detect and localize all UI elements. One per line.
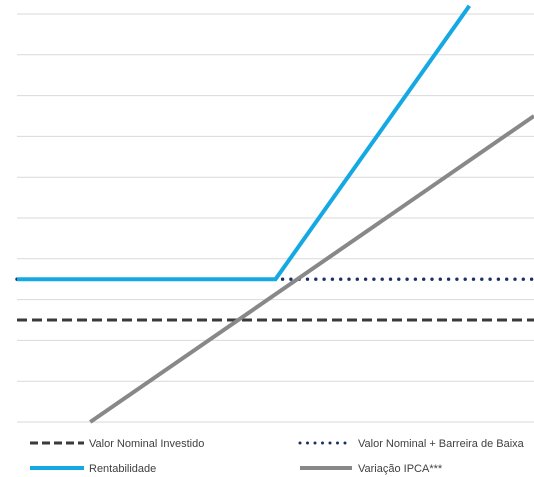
- legend: Valor Nominal Investido Valor Nominal + …: [30, 438, 525, 475]
- legend-item-rentabilidade: Rentabilidade: [30, 463, 156, 475]
- series-group: [15, 4, 534, 424]
- legend-item-variacao-ipca: Variação IPCA***: [300, 463, 443, 475]
- series-line-rentabilidade: [17, 4, 472, 282]
- legend-item-barreira-de-baixa: Valor Nominal + Barreira de Baixa: [298, 438, 525, 450]
- series-line-varia-o-ipca: [89, 114, 534, 424]
- legend-label-barreira-de-baixa: Valor Nominal + Barreira de Baixa: [358, 438, 525, 450]
- legend-item-valor-nominal-investido: Valor Nominal Investido: [30, 438, 204, 450]
- legend-label-variacao-ipca: Variação IPCA***: [358, 463, 443, 475]
- grid-lines: [17, 13, 534, 423]
- legend-label-valor-nominal-investido: Valor Nominal Investido: [89, 438, 204, 450]
- legend-label-rentabilidade: Rentabilidade: [89, 463, 156, 475]
